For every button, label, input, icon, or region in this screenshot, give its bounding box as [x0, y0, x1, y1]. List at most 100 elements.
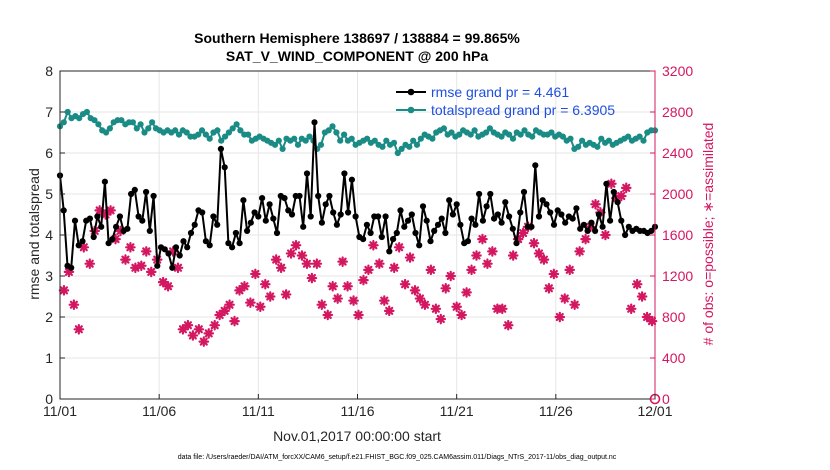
- totalspread-marker: [291, 135, 298, 142]
- assimilated-obs-marker: [157, 276, 169, 288]
- rmse-marker: [438, 215, 445, 222]
- assimilated-obs-marker: [548, 268, 560, 280]
- rmse-marker: [180, 238, 187, 245]
- assimilated-obs-marker: [409, 285, 421, 296]
- rmse-marker: [509, 225, 516, 232]
- rmse-marker: [105, 240, 112, 247]
- totalspread-marker: [129, 119, 136, 126]
- totalspread-marker: [214, 127, 221, 134]
- rmse-marker: [599, 223, 606, 230]
- rmse-marker: [60, 207, 67, 214]
- rmse-marker: [479, 217, 486, 224]
- rmse-marker: [225, 240, 232, 247]
- assimilated-obs-marker: [219, 305, 230, 317]
- x-tick-label: 11/26: [539, 403, 573, 419]
- rmse-marker: [517, 209, 524, 216]
- assimilated-obs-marker: [461, 287, 472, 298]
- rmse-marker: [375, 213, 382, 220]
- rmse-marker: [472, 221, 479, 228]
- assimilated-obs-marker: [275, 262, 287, 274]
- rmse-marker: [464, 238, 471, 245]
- rmse-marker: [285, 207, 292, 214]
- assimilated-obs-marker: [631, 278, 643, 290]
- totalspread-marker: [333, 129, 340, 136]
- totalspread-marker: [483, 129, 490, 136]
- totalspread-marker: [390, 139, 398, 146]
- totalspread-marker: [229, 125, 236, 132]
- assimilated-obs-marker: [606, 178, 617, 190]
- totalspread-marker: [237, 127, 244, 134]
- assimilated-obs-marker: [332, 293, 343, 304]
- rmse-marker: [161, 246, 168, 253]
- rmse-marker: [109, 236, 116, 243]
- assimilated-obs-marker: [600, 229, 611, 241]
- assimilated-obs-marker: [368, 239, 379, 251]
- y2-tick-label: 400: [662, 350, 686, 366]
- rmse-marker: [378, 233, 385, 241]
- rmse-marker: [116, 213, 123, 220]
- rmse-marker: [535, 213, 543, 220]
- assimilated-obs-marker: [306, 272, 318, 284]
- rmse-marker: [135, 213, 142, 220]
- rmse-marker: [345, 209, 352, 216]
- assimilated-obs-marker: [250, 268, 261, 280]
- rmse-marker: [247, 219, 254, 226]
- x-axis-label: Nov.01,2017 00:00:00 start: [273, 428, 441, 444]
- assimilated-obs-marker: [280, 289, 292, 300]
- assimilated-obs-marker: [363, 264, 374, 276]
- rmse-marker: [367, 229, 374, 237]
- assimilated-obs-marker: [234, 285, 245, 296]
- totalspread-marker: [202, 131, 209, 138]
- totalspread-marker: [245, 131, 252, 138]
- rmse-marker: [300, 223, 307, 230]
- rmse-marker: [427, 238, 434, 245]
- y2-tick-label: 2400: [662, 145, 693, 161]
- assimilated-obs-marker: [125, 242, 136, 253]
- rmse-marker: [191, 221, 198, 228]
- series-layer: [56, 108, 661, 405]
- totalspread-marker: [118, 117, 125, 124]
- rmse-marker: [588, 219, 595, 226]
- rmse-marker: [404, 217, 412, 224]
- assimilated-obs-marker: [177, 324, 189, 335]
- totalspread-marker: [91, 117, 98, 124]
- rmse-marker: [554, 207, 561, 214]
- assimilated-obs-marker: [477, 233, 488, 245]
- rmse-marker: [202, 238, 209, 245]
- totalspread-marker: [60, 119, 67, 126]
- assimilated-obs-marker: [430, 303, 442, 315]
- totalspread-marker: [371, 137, 378, 144]
- assimilated-obs-marker: [229, 315, 240, 327]
- assimilated-obs-marker: [636, 291, 648, 302]
- assimilated-obs-marker: [337, 256, 348, 267]
- rmse-marker: [595, 211, 603, 218]
- totalspread-marker: [467, 131, 474, 138]
- rmse-marker: [539, 197, 546, 204]
- assimilated-obs-marker: [193, 324, 205, 335]
- totalspread-marker: [64, 108, 71, 116]
- rmse-marker: [614, 199, 621, 206]
- y2-tick-label: 1600: [662, 227, 693, 243]
- rmse-marker: [363, 221, 370, 228]
- totalspread-marker: [579, 137, 586, 144]
- assimilated-obs-marker: [543, 283, 555, 294]
- assimilated-obs-marker: [245, 297, 256, 308]
- totalspread-marker: [233, 121, 240, 128]
- assimilated-obs-marker: [182, 319, 194, 331]
- rmse-marker: [150, 192, 157, 200]
- assimilated-obs-marker: [301, 258, 313, 269]
- totalspread-marker: [83, 108, 90, 116]
- totalspread-marker: [625, 133, 632, 140]
- rmse-marker: [131, 186, 138, 193]
- rmse-marker: [240, 197, 247, 204]
- x-tick-label: 11/06: [142, 403, 176, 419]
- assimilated-obs-marker: [580, 233, 591, 245]
- totalspread-marker: [456, 131, 463, 138]
- assimilated-obs-marker: [471, 250, 482, 261]
- rmse-marker: [648, 227, 655, 234]
- y2-tick-label: 2800: [662, 104, 693, 120]
- rmse-marker: [86, 215, 93, 222]
- totalspread-marker: [521, 127, 528, 134]
- totalspread-marker: [294, 141, 302, 148]
